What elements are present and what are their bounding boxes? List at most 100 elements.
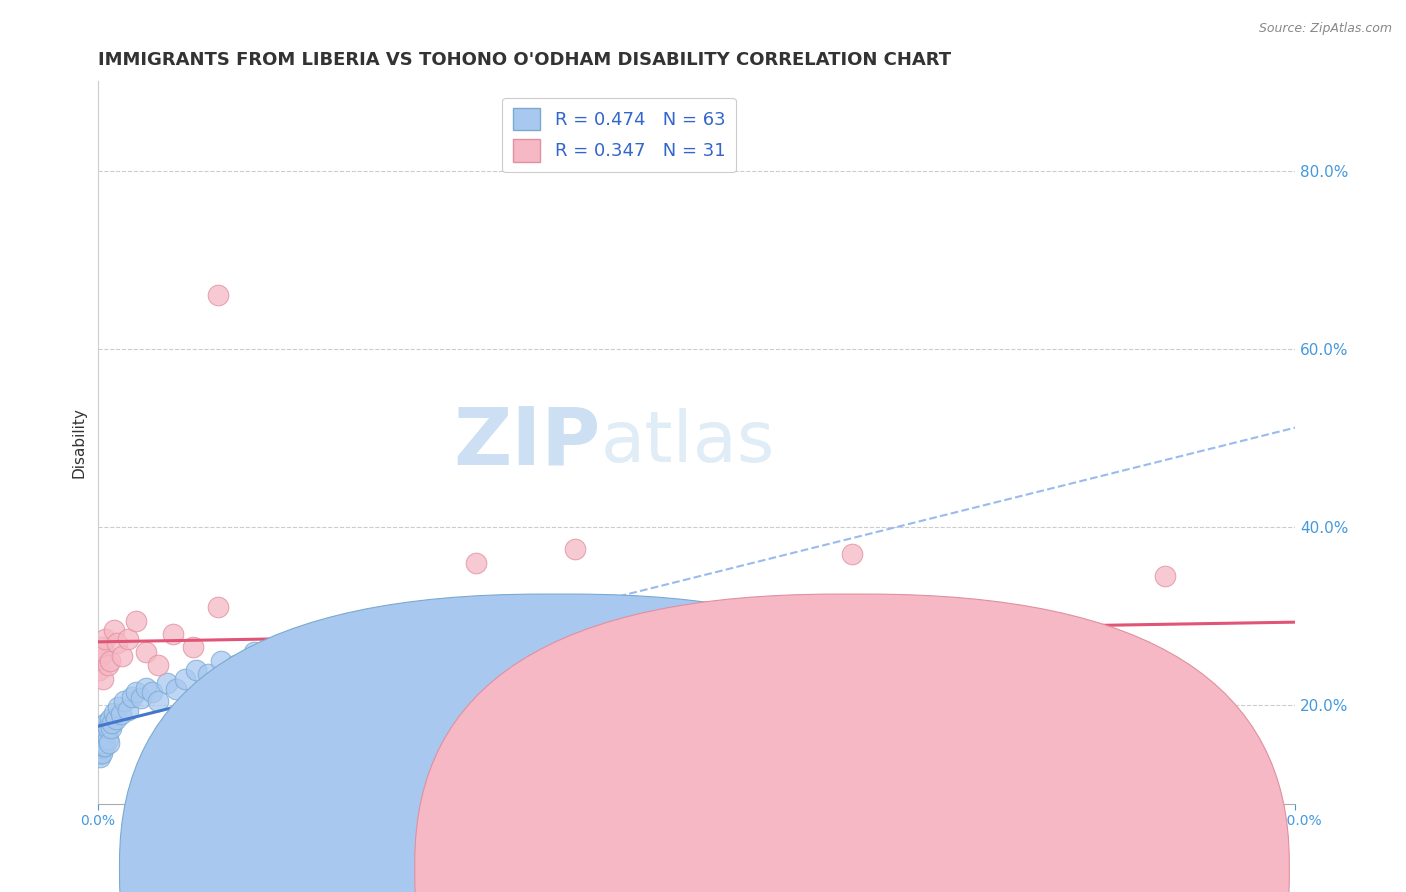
Point [90, 741, 112, 756]
Point [93, 718, 115, 732]
Point [101, 716, 124, 731]
Point [90, 721, 112, 735]
Point [146, 658, 169, 673]
Point [111, 649, 134, 664]
Point [91, 739, 114, 753]
Point [89, 739, 111, 753]
Point [89, 649, 111, 664]
Point [1038, 640, 1060, 655]
Point [103, 623, 125, 637]
Point [89, 734, 111, 748]
Point [156, 676, 179, 690]
Point [162, 627, 184, 641]
Point [91, 732, 114, 747]
Point [97, 736, 120, 750]
Point [107, 700, 129, 714]
Point [93, 736, 115, 750]
Point [91, 672, 114, 686]
Point [686, 654, 709, 668]
Point [96, 727, 118, 741]
Point [276, 703, 298, 717]
Point [89, 747, 111, 762]
Point [1038, 703, 1060, 717]
Point [602, 739, 624, 753]
Point [470, 618, 492, 632]
Point [1154, 569, 1177, 583]
Point [90, 640, 112, 655]
Point [141, 685, 163, 699]
Point [242, 645, 264, 659]
Point [117, 632, 139, 646]
Text: Tohono O'odham: Tohono O'odham [863, 863, 993, 877]
Text: IMMIGRANTS FROM LIBERIA VS TOHONO O'ODHAM DISABILITY CORRELATION CHART: IMMIGRANTS FROM LIBERIA VS TOHONO O'ODHA… [98, 51, 952, 69]
Point [105, 712, 128, 726]
Point [350, 636, 373, 650]
Point [146, 694, 169, 708]
Point [93, 730, 115, 744]
Point [302, 632, 325, 646]
Point [96, 716, 118, 731]
Point [89, 731, 111, 746]
Point [278, 638, 301, 652]
Point [564, 542, 586, 557]
Point [89, 730, 111, 744]
Point [197, 667, 219, 681]
Point [207, 600, 229, 615]
Point [125, 685, 148, 699]
Point [94, 632, 117, 646]
Point [89, 663, 111, 677]
Point [841, 658, 863, 673]
Text: Immigrants from Liberia: Immigrants from Liberia [610, 863, 796, 877]
Point [129, 691, 152, 706]
Point [841, 547, 863, 561]
Text: Source: ZipAtlas.com: Source: ZipAtlas.com [1258, 22, 1392, 36]
Point [89, 741, 111, 756]
Legend: R = 0.474   N = 63, R = 0.347   N = 31: R = 0.474 N = 63, R = 0.347 N = 31 [502, 97, 735, 172]
Point [186, 663, 208, 677]
Point [91, 730, 114, 744]
Point [387, 623, 409, 637]
Point [89, 750, 111, 764]
Point [97, 732, 120, 747]
Point [100, 721, 122, 735]
Text: ZIP: ZIP [454, 403, 600, 482]
Point [125, 614, 148, 628]
Point [207, 288, 229, 302]
Point [225, 658, 247, 673]
Point [105, 636, 128, 650]
Point [465, 556, 488, 570]
Point [89, 739, 111, 753]
Point [112, 694, 135, 708]
Point [260, 649, 283, 664]
Text: atlas: atlas [600, 408, 775, 477]
Point [98, 712, 121, 726]
Point [89, 736, 111, 750]
Point [98, 654, 121, 668]
Point [89, 725, 111, 739]
Point [209, 654, 232, 668]
Point [135, 645, 157, 659]
Point [326, 627, 349, 641]
Point [110, 707, 132, 722]
Point [91, 725, 114, 739]
Point [93, 645, 115, 659]
Point [89, 745, 111, 759]
Point [94, 723, 117, 738]
Point [530, 609, 553, 624]
Point [117, 703, 139, 717]
Point [181, 640, 204, 655]
Point [135, 681, 157, 695]
Point [90, 727, 112, 741]
Point [103, 706, 125, 720]
Point [90, 734, 112, 748]
Point [174, 672, 197, 686]
Point [97, 721, 120, 735]
Point [238, 721, 260, 735]
Point [90, 746, 112, 760]
Point [94, 739, 117, 753]
Y-axis label: Disability: Disability [72, 407, 86, 478]
Point [121, 690, 143, 704]
Point [97, 658, 120, 673]
Point [387, 725, 409, 739]
Point [165, 682, 187, 697]
